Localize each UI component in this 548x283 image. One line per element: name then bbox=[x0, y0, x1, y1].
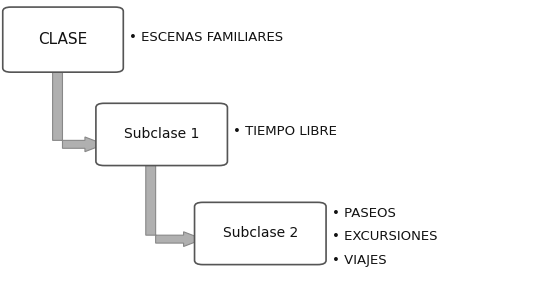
FancyBboxPatch shape bbox=[3, 7, 123, 72]
FancyBboxPatch shape bbox=[195, 202, 326, 265]
Text: Subclase 2: Subclase 2 bbox=[222, 226, 298, 241]
Polygon shape bbox=[53, 68, 104, 152]
Polygon shape bbox=[146, 161, 203, 246]
Text: • PASEOS: • PASEOS bbox=[332, 207, 396, 220]
Text: • ESCENAS FAMILIARES: • ESCENAS FAMILIARES bbox=[129, 31, 283, 44]
Text: • VIAJES: • VIAJES bbox=[332, 254, 386, 267]
Text: • TIEMPO LIBRE: • TIEMPO LIBRE bbox=[233, 125, 337, 138]
Text: Subclase 1: Subclase 1 bbox=[124, 127, 199, 142]
Text: CLASE: CLASE bbox=[38, 32, 88, 47]
Text: • EXCURSIONES: • EXCURSIONES bbox=[332, 230, 437, 243]
FancyBboxPatch shape bbox=[96, 103, 227, 166]
